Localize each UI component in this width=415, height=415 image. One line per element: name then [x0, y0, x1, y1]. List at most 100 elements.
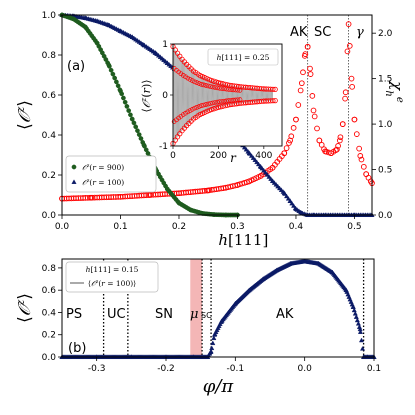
oz-r900-marker: [131, 120, 137, 126]
y2-tick-label: 1.5: [378, 75, 392, 85]
legend: 𝒪z(r = 900) 𝒪z(r = 100): [65, 155, 157, 193]
inset-upper-point: [206, 77, 212, 83]
inset-y-tick-label: 0: [162, 91, 168, 101]
y-tick-label: 0.6: [42, 91, 57, 101]
susceptibility-marker: [360, 163, 367, 170]
oz-r100-point: [260, 276, 266, 282]
susceptibility-point: [205, 187, 212, 194]
oz-r100-point: [211, 332, 218, 337]
susceptibility-point: [146, 192, 153, 198]
oz-r900-marker: [108, 67, 114, 73]
x-tick-label: 0.5: [347, 222, 361, 232]
oz-r100-point: [293, 206, 299, 211]
oz-r100-point: [82, 15, 88, 20]
oz-r900-marker: [112, 75, 117, 81]
inset-upper-point: [213, 79, 219, 85]
oz-r900-marker: [121, 95, 126, 101]
oz-r900-point: [94, 40, 100, 46]
oz-r100-point: [350, 304, 356, 309]
oz-r100-marker: [351, 307, 357, 313]
legend-label-oz-r100: 𝒪z(r = 100): [82, 178, 124, 187]
oz-r100-point: [274, 267, 280, 273]
susceptibility-point: [342, 89, 349, 96]
susceptibility-marker: [300, 69, 306, 76]
susceptibility-marker: [318, 141, 325, 148]
panel-b: -0.3 -0.2 -0.1 0.0 0.1 0.0 0.2 0.4 0.6 0.8 φ/π ⟨𝒪z⟩…: [14, 258, 381, 397]
susceptibility-point: [246, 178, 253, 185]
inset-upper-point: [270, 86, 276, 92]
oz-r900-marker: [136, 132, 142, 137]
oz-r100-point: [246, 287, 252, 293]
x-tick-label: -0.3: [88, 364, 106, 374]
inset-inner-point: [210, 100, 216, 106]
susceptibility-marker: [243, 179, 250, 185]
legend-marker-oz-r100: [71, 179, 77, 184]
inset-lower-point: [270, 98, 276, 104]
oz-r900-point: [118, 88, 123, 94]
susceptibility-marker: [283, 145, 290, 151]
inset-inner-point: [201, 102, 207, 108]
oz-r100-marker: [353, 314, 359, 319]
oz-r900-point: [188, 207, 194, 213]
oz-r100-point: [218, 318, 225, 324]
susceptibility-point: [222, 184, 229, 191]
x-axis-title: φ/π: [203, 376, 235, 397]
oz-r100-marker: [354, 317, 360, 323]
susceptibility-marker: [311, 113, 318, 120]
y-tick-label: 0.8: [42, 264, 57, 274]
inset-upper-point: [209, 77, 215, 84]
inset-inner-point: [192, 105, 197, 111]
oz-r100-point: [153, 50, 159, 55]
y-tick-label: 0.0: [42, 353, 57, 363]
inset-inner-point: [219, 99, 225, 104]
susceptibility-point: [322, 148, 329, 155]
x-axis-title: h[111]: [218, 231, 268, 249]
y2-tick-label: 1.0: [378, 120, 393, 130]
inset-x-tick-label: 400: [255, 151, 272, 161]
inset-inner-point: [219, 86, 225, 91]
oz-r900-point: [141, 142, 147, 148]
susceptibility-marker: [314, 125, 320, 132]
susceptibility-point: [310, 107, 317, 114]
inset-inner-point: [185, 75, 191, 81]
inset-inner-point: [208, 84, 213, 89]
x-tick-label: 0.1: [367, 364, 381, 374]
oz-r900-marker: [114, 79, 119, 85]
oz-r100-point: [117, 28, 124, 33]
oz-r100-point: [141, 42, 147, 47]
oz-r100-point: [208, 348, 214, 354]
oz-r100-marker: [289, 200, 295, 206]
oz-r100-marker: [285, 195, 291, 201]
oz-r100-point: [270, 178, 276, 183]
susceptibility-point: [258, 173, 264, 179]
region-label-ps: PS: [66, 307, 82, 322]
inset-x-tick-label: 0: [170, 151, 176, 161]
inset-lower-point: [211, 106, 217, 112]
inset-y-axis-title: ⟨𝒪z(r)⟩: [140, 79, 153, 112]
susceptibility-marker: [349, 83, 355, 90]
inset-inner-point: [237, 97, 243, 103]
susceptibility-point: [269, 164, 276, 171]
oz-r900-marker: [115, 83, 121, 89]
susceptibility-point: [339, 121, 346, 127]
oz-r100-point: [357, 326, 363, 332]
x-tick-label: -0.2: [157, 364, 175, 374]
x-tick-label: 0.0: [298, 364, 313, 374]
legend: h[111] = 0.15 ⟨𝒪z(r = 100)⟩: [65, 261, 159, 293]
inset-inner-point: [221, 86, 227, 92]
y-axis-title: ⟨𝒪z⟩: [14, 293, 36, 323]
oz-r100-marker: [355, 320, 361, 326]
oz-r100-marker: [209, 345, 215, 351]
inset-inner-point: [196, 81, 202, 86]
oz-r100-point: [129, 34, 135, 39]
x-tick-label: 0.3: [230, 222, 244, 232]
oz-r900-marker: [133, 124, 139, 130]
susceptibility-point: [298, 80, 305, 87]
y2-tick-label: 0.0: [378, 211, 393, 221]
susceptibility-point: [88, 194, 95, 201]
susceptibility-point: [301, 53, 308, 59]
panel-b-frame: [61, 258, 375, 358]
susceptibility-point: [328, 150, 334, 157]
susceptibility-marker: [344, 48, 351, 55]
